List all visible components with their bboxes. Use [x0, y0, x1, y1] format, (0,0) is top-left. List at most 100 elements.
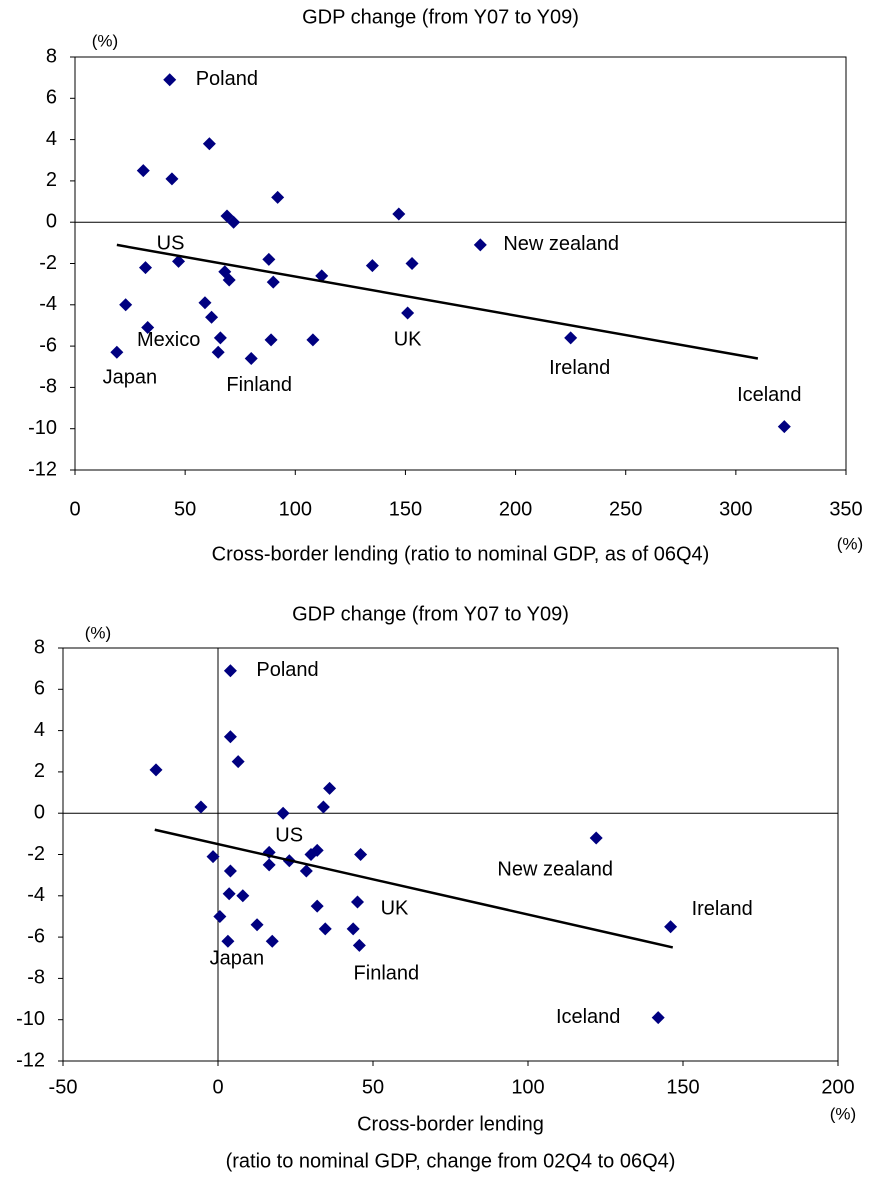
data-point — [299, 864, 313, 878]
data-point — [222, 887, 236, 901]
y-unit: (%) — [92, 31, 118, 50]
data-point — [316, 800, 330, 814]
data-point — [223, 864, 237, 878]
data-point — [262, 858, 276, 872]
x-axis-label: Cross-border lending (ratio to nominal G… — [212, 543, 710, 565]
data-point — [136, 164, 150, 178]
data-point — [306, 333, 320, 347]
data-point — [141, 321, 155, 335]
data-point — [213, 909, 227, 923]
point-label: Mexico — [137, 329, 200, 351]
data-point — [222, 273, 236, 287]
data-point — [651, 1011, 665, 1025]
x-tick-label: 250 — [609, 498, 642, 520]
chart-title: GDP change (from Y07 to Y09) — [302, 6, 579, 28]
trend-line — [154, 828, 674, 949]
x-tick-label: 100 — [279, 498, 312, 520]
x-tick-label: 150 — [389, 498, 422, 520]
point-label: Ireland — [692, 898, 753, 920]
data-point — [172, 254, 186, 268]
point-label: Poland — [196, 68, 258, 90]
data-point — [354, 848, 368, 861]
data-point — [231, 755, 245, 769]
data-point — [211, 345, 225, 359]
y-tick-label: 2 — [46, 169, 57, 191]
data-point — [365, 259, 379, 273]
x-unit: (%) — [830, 1104, 856, 1123]
data-point — [473, 238, 487, 252]
point-label: Japan — [210, 948, 265, 970]
data-point — [266, 275, 280, 289]
y-tick-label: 0 — [46, 210, 57, 232]
data-point — [244, 351, 258, 365]
y-tick-label: 0 — [34, 801, 45, 823]
x-tick-label: 50 — [362, 1076, 384, 1098]
x-tick-label: 50 — [174, 498, 196, 520]
data-point — [401, 306, 415, 320]
y-tick-label: -8 — [27, 967, 45, 989]
data-point — [564, 331, 578, 345]
data-point — [202, 137, 216, 151]
y-tick-label: -4 — [27, 884, 45, 906]
point-label: Iceland — [556, 1006, 621, 1028]
trend-line — [116, 243, 759, 360]
point-label: US — [157, 233, 185, 255]
point-label: New zealand — [503, 233, 619, 255]
data-point — [346, 922, 360, 936]
point-label: New zealand — [497, 858, 613, 880]
data-point — [265, 934, 279, 948]
data-point — [205, 310, 219, 324]
data-point — [206, 850, 220, 864]
data-point — [276, 806, 290, 820]
y-tick-label: 6 — [46, 87, 57, 109]
y-tick-label: -2 — [27, 843, 45, 865]
data-point — [271, 190, 285, 204]
point-label: Japan — [103, 367, 158, 389]
y-tick-label: -6 — [27, 925, 45, 947]
plot-area — [62, 647, 839, 1062]
x-unit: (%) — [837, 534, 863, 553]
data-point — [110, 345, 124, 359]
data-point — [198, 296, 212, 310]
x-tick-label: -50 — [49, 1076, 78, 1098]
data-point — [227, 215, 241, 229]
x-tick-label: 350 — [829, 498, 862, 520]
data-point — [165, 172, 179, 186]
data-point — [304, 848, 318, 861]
data-point — [262, 252, 276, 266]
x-tick-label: 0 — [212, 1076, 223, 1098]
x-axis-label: Cross-border lending — [357, 1113, 544, 1135]
y-tick-label: -6 — [39, 334, 57, 356]
data-point — [315, 269, 329, 283]
chart-title: GDP change (from Y07 to Y09) — [292, 603, 569, 625]
data-point — [318, 922, 332, 936]
y-tick-label: 4 — [46, 128, 57, 150]
point-label: Poland — [256, 659, 318, 681]
data-point — [589, 831, 603, 845]
plot-area — [74, 56, 847, 471]
point-label: Iceland — [737, 384, 802, 406]
data-point — [352, 938, 366, 952]
data-point — [777, 420, 791, 434]
data-point — [323, 781, 337, 795]
data-point — [223, 730, 237, 744]
point-label: Finland — [226, 374, 292, 396]
y-tick-label: -10 — [28, 417, 57, 439]
data-point — [221, 934, 235, 948]
x-tick-label: 100 — [511, 1076, 544, 1098]
data-point — [236, 889, 250, 903]
y-tick-label: 6 — [34, 678, 45, 700]
data-point — [264, 333, 278, 347]
data-point — [223, 664, 237, 678]
x-tick-label: 200 — [821, 1076, 854, 1098]
data-point — [664, 920, 678, 934]
data-point — [119, 298, 133, 312]
y-unit: (%) — [85, 623, 111, 642]
point-label: US — [275, 825, 303, 847]
x-tick-label: 200 — [499, 498, 532, 520]
y-tick-label: 8 — [34, 636, 45, 658]
data-point — [405, 257, 419, 270]
point-label: Finland — [354, 963, 420, 985]
point-label: Ireland — [549, 357, 610, 379]
